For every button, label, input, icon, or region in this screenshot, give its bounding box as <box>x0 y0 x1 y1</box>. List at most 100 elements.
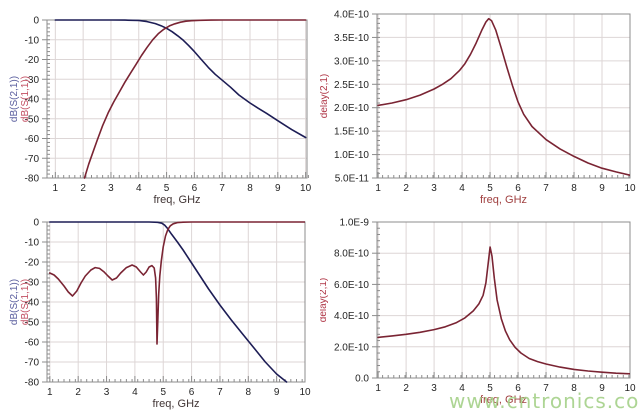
svg-text:-20: -20 <box>25 55 40 66</box>
svg-text:7: 7 <box>543 183 549 194</box>
y-axis-title: dB(S(1,1)) <box>20 76 31 122</box>
svg-text:-40: -40 <box>25 298 40 309</box>
svg-text:5: 5 <box>160 387 166 398</box>
svg-text:-30: -30 <box>25 278 40 289</box>
x-axis-title: freq, GHz <box>480 194 527 206</box>
svg-text:9: 9 <box>599 183 605 194</box>
y-axis-title: dB(S(1,1)) <box>20 279 31 325</box>
svg-text:2: 2 <box>75 387 81 398</box>
y-tick-labels: 5.0E-11 1.0E-10 1.5E-10 2.0E-10 2.5E-10 3.0E-… <box>334 10 369 185</box>
svg-text:3: 3 <box>431 383 437 394</box>
y-axis-title: delay(2,1) <box>320 278 329 322</box>
svg-text:8: 8 <box>571 383 577 394</box>
svg-text:-80: -80 <box>25 174 40 185</box>
x-axis-ticks <box>376 372 631 378</box>
svg-text:7: 7 <box>219 183 225 194</box>
svg-text:1.0E-10: 1.0E-10 <box>334 150 369 161</box>
svg-text:3: 3 <box>108 183 114 194</box>
svg-text:6: 6 <box>515 183 521 194</box>
svg-text:10: 10 <box>299 387 311 398</box>
series-delay <box>377 246 630 375</box>
svg-text:10: 10 <box>624 383 636 394</box>
svg-text:6: 6 <box>189 387 195 398</box>
x-axis-ticks <box>46 172 309 178</box>
svg-text:3: 3 <box>431 183 437 194</box>
y-axis-title: dB(S(2,1)) <box>9 279 20 325</box>
svg-text:5.0E-11: 5.0E-11 <box>335 174 370 185</box>
gridlines <box>47 222 305 382</box>
svg-text:6: 6 <box>515 383 521 394</box>
svg-text:-70: -70 <box>25 154 40 165</box>
svg-text:9: 9 <box>599 383 605 394</box>
svg-text:1.5E-10: 1.5E-10 <box>334 127 369 138</box>
y-axis-ticks <box>42 19 50 179</box>
plot-frame <box>376 13 631 179</box>
svg-text:-30: -30 <box>25 75 40 86</box>
svg-text:-10: -10 <box>25 35 40 46</box>
y-axis-title: delay(2,1) <box>320 74 330 118</box>
svg-text:-70: -70 <box>25 358 40 369</box>
y-axis-ticks <box>372 13 380 179</box>
x-axis-title: freq, GHz <box>480 394 527 406</box>
chart-filter1-group-delay: 1 2 3 4 5 6 7 8 9 10 5.0E-11 1.0E-10 1.5E-10 2.0E-10 2… <box>320 10 636 207</box>
svg-text:1.0E-9: 1.0E-9 <box>340 218 370 229</box>
plot-frame <box>376 221 631 379</box>
svg-text:2: 2 <box>403 183 409 194</box>
x-tick-labels: 1 2 3 4 5 6 7 8 9 10 <box>375 183 636 194</box>
svg-text:0: 0 <box>33 218 39 229</box>
svg-text:4.0E-10: 4.0E-10 <box>334 311 369 322</box>
svg-text:0: 0 <box>33 16 39 27</box>
svg-text:9: 9 <box>275 183 281 194</box>
watermark-cntronics: www.cntronics.com <box>449 389 640 413</box>
svg-text:7: 7 <box>217 387 223 398</box>
y-axis-ticks <box>372 221 380 379</box>
svg-text:-80: -80 <box>25 378 40 389</box>
chart-filter2-s-parameters: 1 2 3 4 5 6 7 8 9 10 0 -10 -20 -30 -40 -50 -60 -70 -80 freq… <box>9 218 311 411</box>
series-s11 <box>83 19 307 179</box>
series-delay <box>377 17 630 176</box>
y-tick-labels: 0 -10 -20 -30 -40 -50 -60 -70 -80 <box>25 16 40 185</box>
svg-text:4: 4 <box>459 183 465 194</box>
svg-text:6: 6 <box>192 183 198 194</box>
chart-filter2-group-delay: 1 2 3 4 5 6 7 8 9 10 0.0 2.0E-10 4.0E-10 6.0E-10 8.0E-… <box>320 218 636 407</box>
svg-text:-20: -20 <box>25 258 40 269</box>
svg-text:2.5E-10: 2.5E-10 <box>334 80 369 91</box>
svg-text:2: 2 <box>80 183 86 194</box>
svg-text:10: 10 <box>624 183 636 194</box>
x-tick-labels: 1 2 3 4 5 6 7 8 9 10 <box>375 383 636 394</box>
x-tick-labels: 1 2 3 4 5 6 7 8 9 10 <box>47 387 311 398</box>
svg-text:8: 8 <box>246 387 252 398</box>
svg-text:3: 3 <box>104 387 110 398</box>
svg-text:-10: -10 <box>25 238 40 249</box>
svg-text:0.0: 0.0 <box>355 374 369 385</box>
svg-text:4.0E-10: 4.0E-10 <box>334 10 369 21</box>
gridlines <box>377 14 630 178</box>
series-s21 <box>54 19 307 139</box>
y-axis-title: dB(S(2,1)) <box>9 76 20 122</box>
svg-text:1: 1 <box>53 183 59 194</box>
svg-text:5: 5 <box>164 183 170 194</box>
svg-text:2: 2 <box>403 383 409 394</box>
chart-filter1-s-parameters: 1 2 3 4 5 6 7 8 9 10 0 -10 -20 -30 -40 -50 -60 -70 -80 freq… <box>9 16 312 207</box>
svg-text:6.0E-10: 6.0E-10 <box>334 280 369 291</box>
svg-text:-40: -40 <box>25 95 40 106</box>
svg-text:1: 1 <box>375 183 381 194</box>
x-tick-labels: 1 2 3 4 5 6 7 8 9 10 <box>53 183 312 194</box>
svg-text:8: 8 <box>571 183 577 194</box>
svg-text:-50: -50 <box>25 114 40 125</box>
svg-text:2.0E-10: 2.0E-10 <box>334 342 369 353</box>
gridlines <box>377 222 630 378</box>
y-tick-labels: 0 -10 -20 -30 -40 -50 -60 -70 -80 <box>25 218 40 389</box>
svg-text:4: 4 <box>132 387 138 398</box>
series-s21 <box>48 221 288 383</box>
svg-text:7: 7 <box>543 383 549 394</box>
svg-text:4: 4 <box>136 183 142 194</box>
svg-text:9: 9 <box>274 387 280 398</box>
gridlines <box>47 20 307 178</box>
svg-text:3.0E-10: 3.0E-10 <box>334 56 369 67</box>
x-axis-title: freq, GHz <box>153 194 200 206</box>
svg-text:10: 10 <box>300 183 312 194</box>
y-axis-ticks <box>42 221 50 383</box>
x-axis-title: freq, GHz <box>152 398 199 410</box>
svg-text:5: 5 <box>487 183 493 194</box>
